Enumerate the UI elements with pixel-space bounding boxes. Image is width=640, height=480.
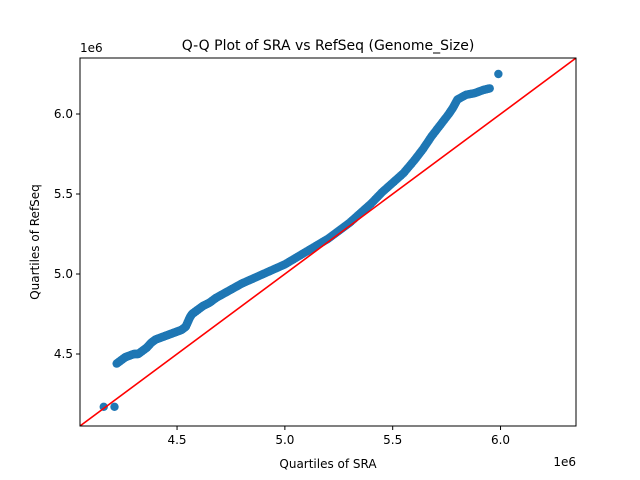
y-tick-label: 6.0: [54, 107, 73, 121]
x-tick-label: 5.0: [275, 433, 294, 447]
reference-line: [80, 58, 576, 426]
y-axis-ticks: 4.5 5.0 5.5 6.0: [54, 107, 80, 361]
chart-title: Q-Q Plot of SRA vs RefSeq (Genome_Size): [182, 38, 475, 54]
x-tick-label: 6.0: [491, 433, 510, 447]
x-axis-label: Quartiles of SRA: [279, 457, 377, 471]
y-tick-label: 4.5: [54, 347, 73, 361]
x-axis-ticks: 4.5 5.0 5.5 6.0: [167, 426, 510, 447]
y-tick-label: 5.0: [54, 267, 73, 281]
y-axis-offset-label: 1e6: [80, 41, 103, 55]
y-tick-label: 5.5: [54, 187, 73, 201]
x-tick-label: 5.5: [383, 433, 402, 447]
x-axis-offset-label: 1e6: [553, 455, 576, 469]
data-point: [485, 84, 494, 93]
data-points: [99, 69, 503, 411]
y-axis-label: Quartiles of RefSeq: [28, 184, 42, 300]
data-point: [99, 402, 108, 411]
x-tick-label: 4.5: [167, 433, 186, 447]
data-point: [110, 402, 119, 411]
data-point: [494, 69, 503, 79]
plot-frame: [79, 57, 577, 427]
